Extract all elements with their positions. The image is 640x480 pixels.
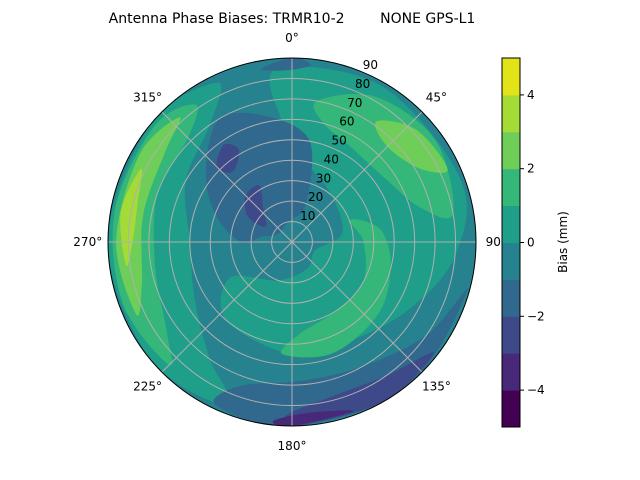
colorbar-label: Bias (mm) — [556, 211, 570, 273]
colorbar-segment — [502, 205, 520, 243]
contour-region-5 — [313, 93, 454, 219]
angular-gridline — [161, 241, 293, 373]
colorbar-tick-label: 2 — [527, 162, 535, 176]
angular-tick-label: 225° — [133, 379, 162, 393]
angular-tick-label: 180° — [278, 439, 307, 453]
colorbar-segment — [502, 279, 520, 317]
radial-tick-label: 90 — [363, 58, 378, 72]
colorbar-tick-label: 4 — [527, 88, 535, 102]
angular-tick-label: 45° — [426, 91, 447, 105]
radial-tick-label: 80 — [355, 77, 370, 91]
radial-tick-labels: 10 20 30 40 50 60 70 80 90 — [300, 58, 378, 223]
radial-tick-label: 40 — [324, 152, 339, 166]
angular-gridline — [161, 111, 293, 243]
colorbar-segment — [502, 390, 520, 428]
contour-region-6 — [281, 219, 391, 358]
colorbar-segment — [502, 316, 520, 354]
contour-region-3 — [213, 288, 468, 426]
polar-frame — [107, 57, 477, 427]
contour-region-8 — [375, 120, 448, 173]
colorbar-segment — [502, 94, 520, 133]
radial-tick-label: 60 — [339, 115, 354, 129]
colorbar-segment — [502, 58, 520, 96]
colorbar-segment — [502, 242, 520, 280]
radial-tick-label: 70 — [347, 96, 362, 110]
angular-tick-label: 270° — [73, 235, 102, 249]
angular-tick-label: 315° — [133, 91, 162, 105]
colorbar-segment — [502, 131, 520, 170]
radial-tick-label: 20 — [308, 190, 323, 204]
radial-tick-label: 10 — [300, 209, 315, 223]
angular-tick-label: 0° — [285, 31, 299, 45]
colorbar-segment — [502, 168, 520, 207]
radial-tick-label: 50 — [331, 134, 346, 148]
colorbar-tick-label: −4 — [527, 383, 545, 397]
angular-gridline — [291, 241, 423, 373]
contour-region-12 — [216, 143, 240, 173]
colorbar-segment — [502, 353, 520, 391]
radial-tick-label: 30 — [316, 171, 331, 185]
contour-region-14 — [272, 410, 354, 426]
colorbar-tick-label: 0 — [527, 236, 535, 250]
angular-gridline — [291, 111, 423, 243]
chart-title: Antenna Phase Biases: TRMR10-2 NONE GPS-… — [109, 11, 476, 27]
contour-region-4 — [261, 58, 311, 71]
angular-tick-label: 135° — [422, 379, 451, 393]
colorbar-tick-label: −2 — [527, 309, 545, 323]
polar-grid — [108, 58, 476, 426]
contour-region-13 — [283, 352, 434, 426]
colorbar: 4 2 0 −2 −4 — [501, 57, 545, 428]
contour-region-9 — [116, 117, 181, 316]
